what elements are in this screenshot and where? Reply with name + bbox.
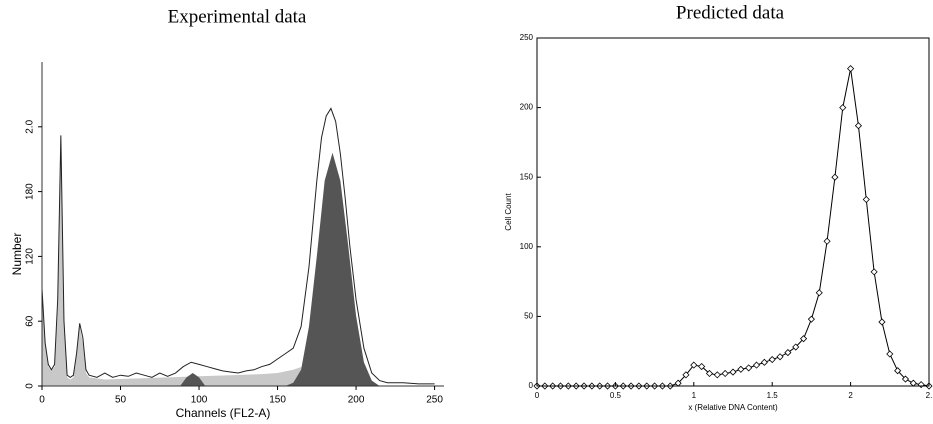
chart-title: Experimental data (168, 6, 307, 27)
marker (839, 104, 847, 112)
line (41, 107, 435, 385)
marker (894, 367, 902, 375)
x-tick-label: 150 (269, 395, 286, 406)
chart-title: Predicted data (676, 2, 785, 23)
y-tick-label: 0 (529, 381, 534, 390)
x-tick-label: 0 (39, 395, 45, 406)
y-tick-label: 2.0 (25, 119, 36, 133)
x-tick-label: 100 (191, 395, 208, 406)
x-tick-label: 1 (692, 391, 697, 400)
plot-frame (536, 37, 930, 387)
y-tick-label: 100 (520, 242, 534, 251)
marker (760, 358, 768, 366)
marker (862, 195, 870, 204)
marker (886, 350, 894, 358)
marker (823, 237, 831, 245)
marker (901, 375, 910, 383)
area (285, 152, 380, 386)
area (180, 373, 206, 386)
x-tick-label: 0 (535, 391, 540, 400)
y-axis-label: Number (10, 233, 24, 276)
y-tick-label: 60 (25, 315, 36, 327)
marker (917, 381, 925, 389)
marker (776, 353, 784, 361)
x-tick-label: 2 (848, 391, 853, 400)
y-tick-label: 250 (520, 33, 534, 42)
marker (854, 122, 863, 130)
y-axis-label: Cell Count (504, 193, 513, 231)
marker (799, 335, 808, 343)
marker (705, 369, 714, 378)
marker (682, 371, 690, 379)
marker (807, 315, 815, 323)
marker (713, 371, 721, 379)
marker (870, 268, 878, 276)
area (42, 148, 317, 386)
x-axis-label: x (Relative DNA Content) (688, 403, 778, 412)
marker (690, 361, 698, 369)
marker (698, 362, 706, 371)
marker (831, 173, 839, 181)
marker (878, 318, 886, 326)
x-tick-label: 250 (426, 395, 443, 406)
marker (729, 368, 737, 376)
x-tick-label: 2. (926, 391, 933, 400)
x-tick-label: 1.5 (767, 391, 779, 400)
x-axis-label: Channels (FL2-A) (176, 406, 271, 420)
y-tick-label: 0 (25, 383, 36, 389)
y-tick-label: 180 (25, 183, 36, 200)
marker (752, 361, 761, 369)
line (537, 68, 930, 387)
marker (721, 369, 729, 378)
marker (745, 364, 753, 372)
x-tick-label: 50 (115, 395, 127, 406)
marker (792, 343, 800, 351)
marker (847, 65, 855, 73)
y-tick-label: 120 (25, 248, 36, 265)
marker (784, 349, 792, 357)
y-tick-label: 150 (520, 172, 534, 181)
marker (737, 365, 745, 373)
marker (768, 355, 776, 364)
y-tick-label: 200 (520, 103, 534, 112)
marker (815, 289, 823, 297)
x-tick-label: 200 (348, 395, 365, 406)
x-tick-label: 0.5 (610, 391, 622, 400)
marker (909, 379, 917, 387)
y-tick-label: 50 (524, 312, 533, 321)
